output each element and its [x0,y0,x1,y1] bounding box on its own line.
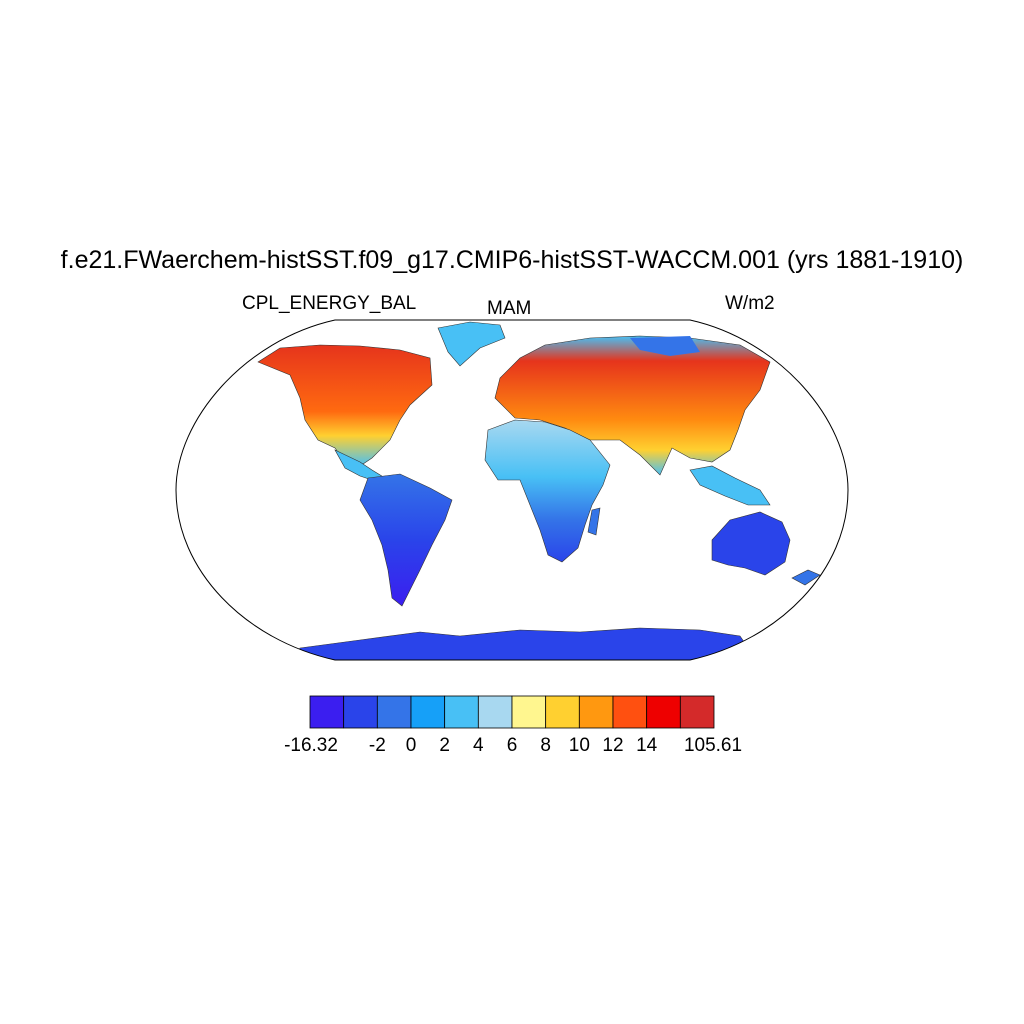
colorbar-box-2 [376,695,412,729]
colorbar-tick-label: 0 [405,735,417,756]
plot-title: f.e21.FWaerchem-histSST.f09_g17.CMIP6-hi… [60,246,964,274]
colorbar-tick-label: 2 [439,735,450,756]
units-label: W/m2 [725,293,775,314]
colorbar-box-1 [343,695,378,729]
colorbar-box-8 [578,695,614,729]
colorbar-tick-label: -2 [368,735,386,756]
variable-label: CPL_ENERGY_BAL [242,293,417,314]
colorbar-tick-label: 8 [540,735,551,756]
colorbar-tick-label: 4 [473,735,484,756]
new-zealand-region [791,569,821,586]
madagascar-region [587,507,601,536]
north-america-region [257,344,433,467]
colorbar-box-0 [309,695,345,729]
colorbar-box-4 [444,695,479,729]
colorbar-tick-label: -16.32 [284,735,338,756]
colorbar-box-10 [646,695,681,729]
colorbar-box-9 [612,695,648,729]
greenland-region [437,321,506,367]
colorbar-box-5 [477,695,513,729]
southeast-asia-region [689,465,771,506]
map-land-layer [257,321,821,660]
colorbar-box-7 [545,695,580,729]
colorbar-tick-label: 10 [568,735,590,756]
colorbar-box-3 [410,695,446,729]
colorbar-tick-label: 12 [602,735,624,756]
siberia-cold-patch [630,336,700,356]
globe-outline [175,319,849,661]
colorbar-box-11 [679,695,715,729]
season-label: MAM [487,298,532,319]
colorbar-tick-label: 105.61 [683,735,743,756]
south-america-region [359,473,453,607]
colorbar-box-6 [511,695,547,729]
africa-region [484,419,611,563]
colorbar-tick-label: 14 [636,735,658,756]
colorbar-tick-label: 6 [506,735,518,756]
antarctica-region [289,627,761,660]
australia-region [711,511,791,576]
